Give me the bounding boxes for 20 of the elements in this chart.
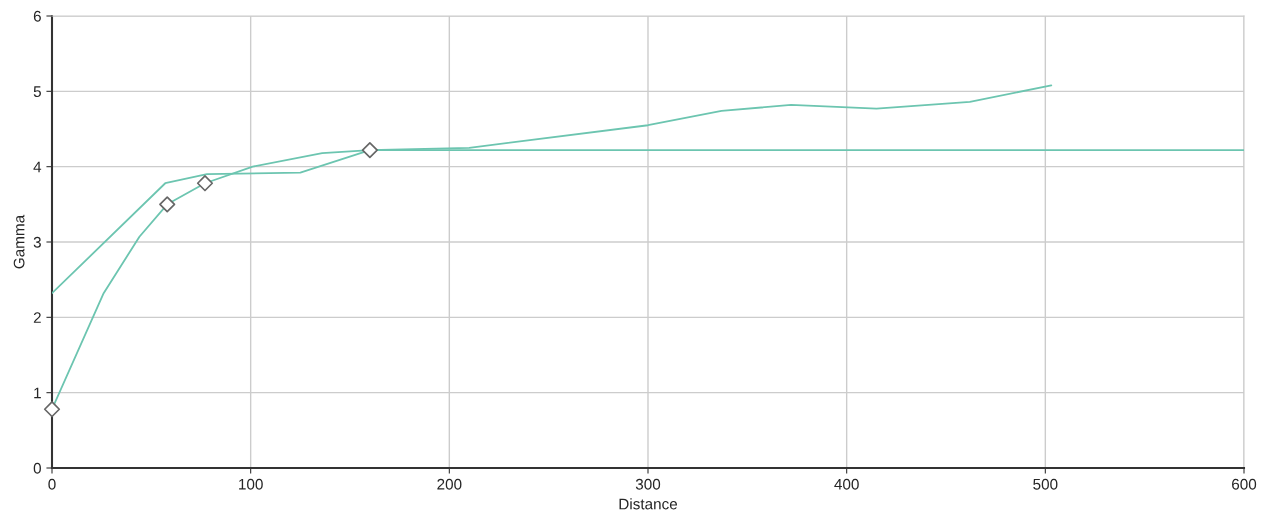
y-tick-label: 2 — [33, 312, 41, 323]
y-tick-label: 6 — [33, 10, 41, 22]
x-tick-label: 300 — [635, 478, 661, 490]
y-tick-label: 4 — [33, 161, 42, 173]
point — [159, 196, 176, 213]
y-axis-title: Gamma — [13, 214, 25, 269]
point — [196, 175, 214, 192]
x-tick-label: 400 — [834, 478, 859, 490]
x-tick-label: 500 — [1033, 478, 1058, 490]
y-tick-label: 3 — [33, 236, 41, 248]
y-tick-label: 5 — [33, 86, 41, 98]
point — [43, 401, 61, 418]
y-tick-label: 1 — [34, 387, 41, 399]
x-tick-label: 0 — [48, 478, 56, 490]
x-tick-label: 100 — [239, 478, 263, 490]
x-axis-title: Distance — [619, 498, 678, 510]
point — [361, 141, 378, 159]
x-tick-label: 200 — [437, 478, 462, 490]
y-tick-label: 0 — [33, 462, 41, 474]
x-tick-label: 600 — [1232, 478, 1257, 490]
